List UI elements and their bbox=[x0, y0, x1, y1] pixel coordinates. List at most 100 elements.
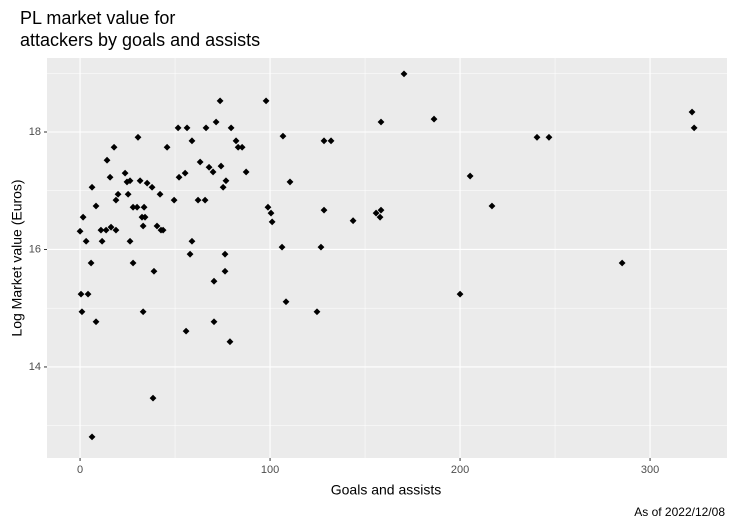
point bbox=[202, 124, 210, 132]
point bbox=[238, 143, 246, 151]
point bbox=[123, 178, 131, 186]
y-tick-label: 14 bbox=[29, 361, 41, 373]
point bbox=[205, 163, 213, 171]
point bbox=[212, 118, 220, 126]
point bbox=[242, 168, 250, 176]
point bbox=[175, 173, 183, 181]
point bbox=[114, 190, 122, 198]
point bbox=[320, 206, 328, 214]
point bbox=[143, 179, 151, 187]
point bbox=[141, 213, 149, 221]
point bbox=[430, 115, 438, 123]
x-tick-label: 200 bbox=[451, 464, 469, 476]
point bbox=[188, 137, 196, 145]
point bbox=[186, 250, 194, 258]
point bbox=[129, 203, 137, 211]
point bbox=[98, 237, 106, 245]
point bbox=[174, 124, 182, 132]
point bbox=[76, 227, 84, 235]
point bbox=[227, 124, 235, 132]
point bbox=[545, 133, 553, 141]
point bbox=[88, 183, 96, 191]
point bbox=[182, 327, 190, 335]
point bbox=[139, 222, 147, 230]
point bbox=[136, 177, 144, 185]
point bbox=[377, 206, 385, 214]
point bbox=[372, 209, 380, 217]
point bbox=[221, 267, 229, 275]
point bbox=[148, 183, 156, 191]
point bbox=[82, 237, 90, 245]
point bbox=[84, 290, 92, 298]
point bbox=[226, 338, 234, 346]
point bbox=[92, 318, 100, 326]
point bbox=[140, 203, 148, 211]
point bbox=[112, 226, 120, 234]
point bbox=[234, 143, 242, 151]
point bbox=[488, 202, 496, 210]
caption: As of 2022/12/08 bbox=[634, 505, 725, 519]
point bbox=[163, 143, 171, 151]
point bbox=[181, 169, 189, 177]
point bbox=[278, 243, 286, 251]
point bbox=[110, 143, 118, 151]
point bbox=[217, 162, 225, 170]
point bbox=[92, 202, 100, 210]
title-line: PL market value for bbox=[20, 8, 175, 28]
point bbox=[134, 133, 142, 141]
point bbox=[87, 259, 95, 267]
point bbox=[317, 243, 325, 251]
x-axis-title: Goals and assists bbox=[331, 482, 442, 498]
point bbox=[210, 277, 218, 285]
point bbox=[126, 177, 134, 185]
point bbox=[106, 173, 114, 181]
point bbox=[78, 308, 86, 316]
point bbox=[133, 203, 141, 211]
point bbox=[688, 108, 696, 116]
point bbox=[349, 217, 357, 225]
point bbox=[129, 259, 137, 267]
point bbox=[267, 209, 275, 217]
point bbox=[456, 290, 464, 298]
point bbox=[286, 178, 294, 186]
point bbox=[183, 124, 191, 132]
point bbox=[320, 137, 328, 145]
point bbox=[377, 118, 385, 126]
x-tick-label: 300 bbox=[641, 464, 659, 476]
point bbox=[97, 226, 105, 234]
y-tick-label: 18 bbox=[29, 126, 41, 138]
point bbox=[690, 124, 698, 132]
point bbox=[88, 433, 96, 441]
point bbox=[222, 177, 230, 185]
title-line: attackers by goals and assists bbox=[20, 30, 260, 50]
point bbox=[103, 156, 111, 164]
point bbox=[139, 308, 147, 316]
point bbox=[219, 183, 227, 191]
point bbox=[466, 172, 474, 180]
panel bbox=[47, 58, 727, 458]
point bbox=[282, 298, 290, 306]
point bbox=[126, 237, 134, 245]
point bbox=[279, 132, 287, 140]
point bbox=[150, 267, 158, 275]
chart-title: PL market value for attackers by goals an… bbox=[20, 8, 260, 50]
point bbox=[121, 169, 129, 177]
point bbox=[170, 196, 178, 204]
y-tick-label: 16 bbox=[29, 243, 41, 255]
point bbox=[107, 223, 115, 231]
point bbox=[159, 226, 167, 234]
point bbox=[400, 70, 408, 78]
point bbox=[153, 222, 161, 230]
point bbox=[313, 308, 321, 316]
point bbox=[221, 250, 229, 258]
point bbox=[79, 213, 87, 221]
point bbox=[124, 190, 132, 198]
y-axis-title: Log Market value (Euros) bbox=[9, 179, 25, 336]
point bbox=[156, 190, 164, 198]
point bbox=[216, 97, 224, 105]
point bbox=[194, 196, 202, 204]
point bbox=[268, 218, 276, 226]
point bbox=[376, 213, 384, 221]
point bbox=[262, 97, 270, 105]
